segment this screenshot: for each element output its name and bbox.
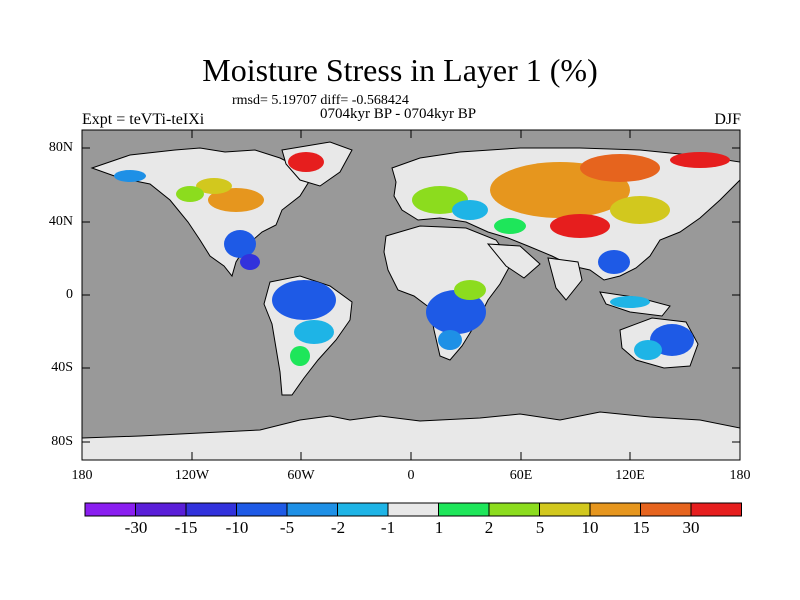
lon-label-120e: 120E <box>615 468 645 483</box>
lat-label-40s: 40S <box>51 360 73 375</box>
patch-middle-east-green <box>494 218 526 234</box>
colorbar-box <box>438 502 490 517</box>
colorbar-label: 5 <box>535 518 545 537</box>
plot-title: Moisture Stress in Layer 1 (%) <box>202 52 598 88</box>
colorbar-label: 30 <box>682 518 700 537</box>
patch-north-america-green <box>176 186 204 202</box>
patch-south-america-green <box>290 346 310 366</box>
lat-label-80n: 80N <box>48 140 73 155</box>
patch-australia-cyan <box>634 340 662 360</box>
colorbar-label: -1 <box>380 518 396 537</box>
patch-north-america-blue <box>224 230 256 258</box>
lon-label-60w: 60W <box>287 468 315 483</box>
colorbar <box>84 502 742 517</box>
india <box>547 257 583 301</box>
stats-subtitle: rmsd= 5.19707 diff= -0.568424 <box>232 93 409 108</box>
colorbar-box <box>236 502 288 517</box>
patch-africa-green <box>454 280 486 300</box>
patch-greenland-red <box>288 152 324 172</box>
colorbar-label: 15 <box>632 518 650 537</box>
lon-label-120w: 120W <box>174 468 210 483</box>
colorbar-box <box>387 502 439 517</box>
patch-east-siberia-red <box>670 152 730 168</box>
patch-east-asia-yellow <box>610 196 670 224</box>
colorbar-box <box>640 502 692 517</box>
lon-label-180e: 180 <box>729 468 751 483</box>
patch-north-america-orange <box>208 188 264 212</box>
period-subtitle: 0704kyr BP - 0704kyr BP <box>320 106 477 122</box>
patch-south-america-cyan <box>294 320 334 344</box>
colorbar-label: -15 <box>174 518 198 537</box>
arabia <box>486 243 541 279</box>
patch-central-asia-red <box>550 214 610 238</box>
patch-alaska-blue <box>114 170 146 182</box>
lon-label-60e: 60E <box>509 468 533 483</box>
colorbar-label: -5 <box>279 518 295 537</box>
colorbar-label: -10 <box>225 518 249 537</box>
colorbar-box <box>539 502 591 517</box>
experiment-label: Expt = teVTi-teIXi <box>82 111 205 128</box>
colorbar-box <box>337 502 389 517</box>
colorbar-box <box>185 502 237 517</box>
patch-africa-south-blue <box>438 330 462 350</box>
colorbar-box <box>488 502 540 517</box>
lat-ticks <box>82 147 740 443</box>
colorbar-box <box>589 502 641 517</box>
colorbar-label: 2 <box>484 518 494 537</box>
patch-africa-blue <box>426 290 486 334</box>
patch-siberia-red <box>580 154 660 182</box>
lat-label-0: 0 <box>66 287 73 302</box>
lat-label-40n: 40N <box>48 214 73 229</box>
colorbar-box <box>135 502 187 517</box>
colorbar-label: -30 <box>124 518 148 537</box>
patch-china-blue <box>598 250 630 274</box>
lat-label-80s: 80S <box>51 434 73 449</box>
patch-south-america-blue <box>272 280 336 320</box>
season-label: DJF <box>714 111 741 128</box>
anomaly-patches <box>114 152 730 366</box>
colorbar-box <box>286 502 338 517</box>
patch-europe-cyan <box>452 200 488 220</box>
north-america <box>90 147 311 278</box>
colorbar-box <box>84 502 136 517</box>
colorbar-label: -2 <box>330 518 346 537</box>
patch-indonesia-cyan <box>610 296 650 308</box>
colorbar-box <box>690 502 742 517</box>
patch-central-america-blue <box>240 254 260 270</box>
lon-label-0: 0 <box>407 468 415 483</box>
patch-north-america-yellow <box>196 178 232 194</box>
lon-ticks <box>191 130 631 460</box>
colorbar-label: 10 <box>581 518 599 537</box>
lon-label-180w: 180 <box>71 468 93 483</box>
colorbar-label: 1 <box>434 518 444 537</box>
